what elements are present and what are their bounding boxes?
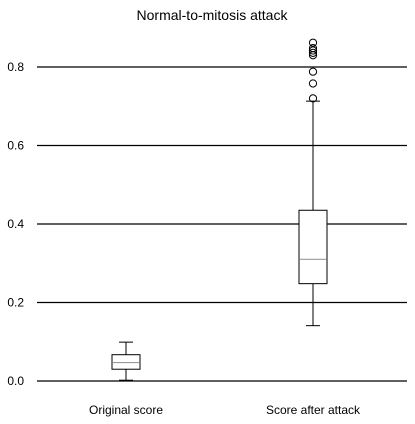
outlier-point [308,67,318,76]
outlier-point [308,46,318,55]
y-tick-label: 0.0 [7,374,24,388]
x-axis-tick-labels: Original score Score after attack [89,403,361,417]
outlier-point [308,48,318,57]
y-axis-tick-labels: 0.0 0.2 0.4 0.6 0.8 [7,60,24,388]
x-tick-label: Original score [89,403,163,417]
y-tick-label: 0.6 [7,139,24,153]
outlier-point [308,79,318,88]
x-tick-label: Score after attack [266,403,361,417]
boxes-layer [111,38,328,381]
y-tick-label: 0.2 [7,296,24,310]
outlier-point [308,94,318,103]
box-1 [298,38,328,327]
box-iqr [298,209,328,285]
y-tick-label: 0.4 [7,217,24,231]
chart-title: Normal-to-mitosis attack [137,7,289,23]
outlier-point [308,44,318,53]
y-tick-label: 0.8 [7,60,24,74]
grid-layer [37,66,407,382]
outlier-point [308,38,318,47]
box-0 [111,341,141,381]
